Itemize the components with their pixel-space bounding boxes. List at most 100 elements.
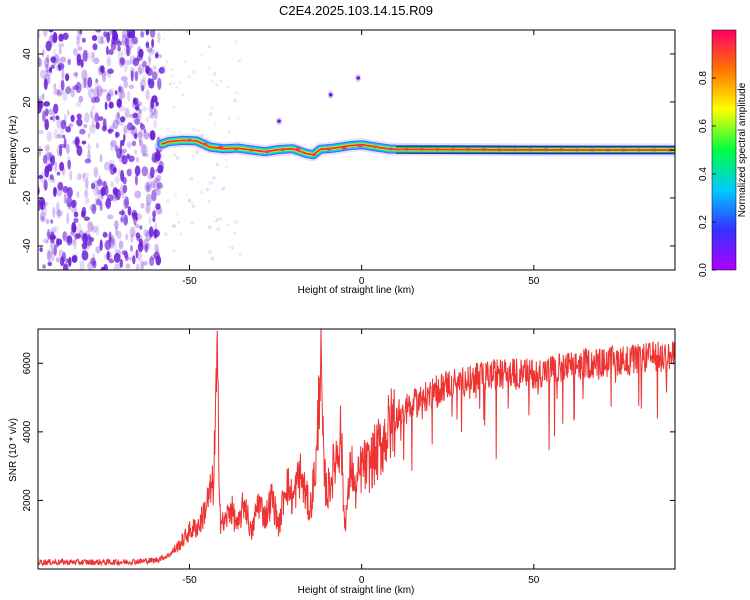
spectrogram-noise-cell [87,143,91,152]
spectrogram-noise-cell [128,34,133,43]
spectrogram-noise-cell [108,231,112,243]
spectrogram-noise-cell [141,166,149,177]
spectrogram-noise-cell [155,203,161,210]
spectrogram-noise-cell [47,108,55,116]
spectrogram-noise-cell [147,56,151,67]
spectrogram-noise-cell [92,52,95,59]
spectrogram-noise-cell [236,117,240,120]
spectrogram-noise-cell [146,67,153,77]
spectrogram-noise-cell [103,161,110,171]
spectrogram-noise-cell [54,161,58,173]
spectrogram-noise-cell [134,149,138,155]
spectrogram-noise-cell [154,243,159,253]
spectrogram-noise-cell [82,172,86,182]
spectrogram-noise-cell [234,90,239,95]
spectrogram-noise-cell [70,114,75,123]
spectrogram-noise-cell [45,108,49,117]
spectrogram-noise-cell [145,193,152,206]
spectrogram-noise-cell [72,240,77,250]
spectrogram-noise-cell [79,30,83,35]
spectrogram-noise-cell [109,163,116,175]
spectrogram-noise-cell [131,140,137,147]
spectrogram-noise-cell [133,132,138,140]
spectrogram-noise-cell [89,51,94,63]
spectrogram-noise-cell [96,142,99,149]
spectrogram-noise-cell [110,142,114,152]
spectrogram-noise-cell [155,52,159,59]
spectrogram-noise-cell [149,227,154,239]
spectrogram-noise-cell [87,76,93,88]
spectrogram-noise-cell [62,89,68,102]
spectrogram-noise-cell [53,49,57,60]
spectrogram-noise-cell [138,63,145,74]
y-tick-label: 40 [22,48,33,60]
spectrogram-peak [558,148,565,152]
spectrogram-noise-cell [56,201,60,212]
spectrogram-noise-cell [62,186,69,193]
spectrogram-noise-cell [146,181,150,189]
spectrogram-noise-cell [82,233,88,244]
spectrogram-noise-cell [54,54,60,64]
spectrogram-noise-cell [129,226,136,238]
spectrogram-noise-cell [94,112,100,124]
spectrogram-noise-cell [89,124,96,134]
spectrogram-noise-cell [80,59,84,68]
spectrogram-noise-cell [98,116,104,121]
spectrogram-noise-cell [219,217,223,221]
spectrogram-noise-cell [63,192,67,204]
spectrogram-noise-cell [89,203,97,212]
spectrogram-noise-cell [79,128,86,135]
spectrogram-noise-cell [124,107,130,119]
spectrogram-noise-cell [103,70,108,76]
spectrogram-noise-cell [38,197,46,206]
spectrogram-noise-cell [185,193,188,196]
x-tick-label: 0 [359,276,365,287]
spectrogram-noise-cell [200,53,204,57]
spectrogram-noise-cell [75,101,82,108]
spectrogram-noise-cell [91,116,95,128]
spectrogram-noise-cell [137,251,142,262]
spectrogram-noise-cell [99,239,103,251]
spectrogram-noise-cell [45,40,52,52]
spectrogram-noise-cell [67,109,70,117]
spectrogram-noise-cell [238,59,242,63]
spectrogram-noise-cell [207,66,210,69]
spectrogram-noise-cell [149,30,156,38]
spectrogram-peak [481,148,487,151]
spectrogram-noise-cell [59,127,64,135]
spectrogram-noise-cell [127,122,133,131]
spectrogram-noise-cell [225,158,228,162]
y-tick-label: 2000 [22,489,33,512]
spectrogram-noise-cell [227,85,231,89]
spectrogram-noise-cell [132,57,140,67]
spectrogram-noise-cell [56,171,61,176]
spectrogram-noise-cell [123,133,126,142]
spectrogram-peak [667,148,673,152]
spectrogram-noise-cell [53,83,56,90]
spectrogram-noise-cell [73,211,79,218]
spectrogram-noise-cell [170,68,173,71]
spectrogram-noise-cell [43,179,48,191]
spectrogram-noise-cell [140,202,145,209]
figure-title: C2E4.2025.103.14.15.R09 [279,3,433,18]
spectrogram-noise-cell [92,43,98,51]
spectrogram-noise-cell [104,185,109,196]
spectrogram-noise-cell [153,251,160,260]
spectrogram-noise-cell [118,121,124,126]
spectrogram-noise-cell [135,112,140,125]
spectrogram-noise-cell [234,40,237,43]
spectrogram-noise-cell [66,235,73,244]
spectrogram-noise-cell [115,131,120,138]
spectrogram-noise-cell [98,174,102,185]
spectrogram-noise-cell [108,101,114,109]
spectrogram-noise-cell [123,44,129,56]
spectrogram-noise-cell [226,223,229,226]
spectrogram-noise-cell [161,69,166,74]
spectrogram-noise-cell [126,141,132,149]
spectrogram-noise-cell [73,217,79,224]
spectrogram-noise-cell [95,78,98,83]
spectrogram-noise-cell [62,32,69,40]
spectrogram-noise-cell [69,170,73,181]
spectrogram-noise-cell [96,198,101,206]
spectrogram-noise-cell [52,56,57,66]
